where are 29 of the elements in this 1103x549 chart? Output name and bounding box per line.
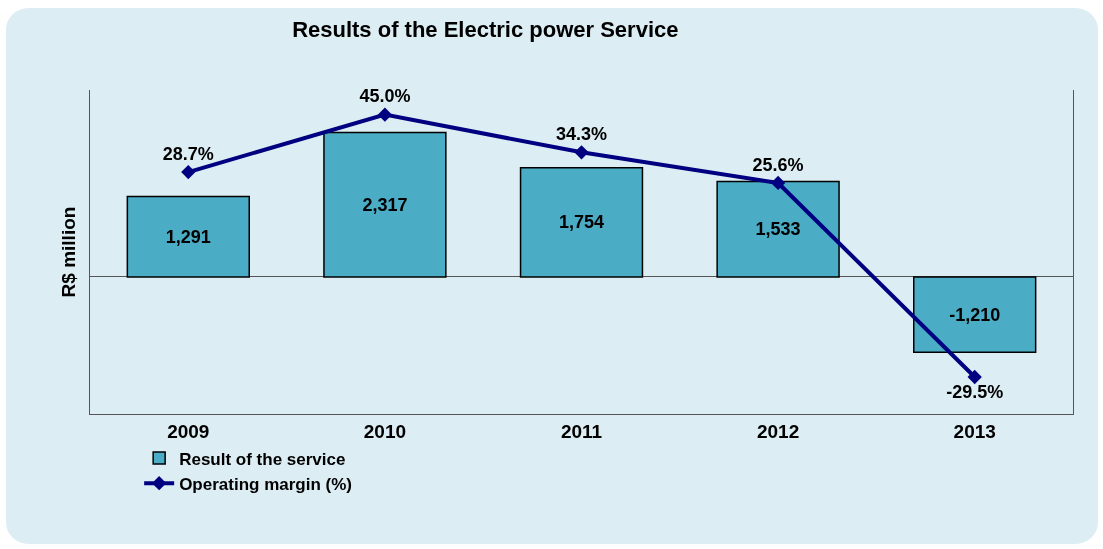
x-tick-label: 2010 xyxy=(363,420,407,442)
point xyxy=(967,369,982,385)
point xyxy=(770,175,786,191)
point xyxy=(377,107,393,122)
bar xyxy=(913,276,1037,354)
data-label: 34.3% xyxy=(555,123,608,144)
data-label: 1,754 xyxy=(558,212,605,233)
y-axis-title: R$ million xyxy=(57,206,79,298)
x-tick-label: 2012 xyxy=(756,420,800,442)
chart-title: Results of the Electric power Service xyxy=(292,17,679,43)
data-label: 1,291 xyxy=(165,226,211,247)
data-label: 1,533 xyxy=(755,219,801,240)
bar xyxy=(126,195,250,278)
point xyxy=(574,145,589,160)
data-label: 25.6% xyxy=(752,154,804,175)
data-label: -1,210 xyxy=(949,304,1001,325)
data-label: 2,317 xyxy=(362,194,408,215)
data-label: 45.0% xyxy=(359,86,411,107)
x-tick-label: 2013 xyxy=(953,420,996,442)
bar xyxy=(519,166,644,278)
data-label: -29.5% xyxy=(946,382,1004,403)
data-label: 28.7% xyxy=(162,143,214,164)
point xyxy=(181,164,196,180)
x-tick-label: 2011 xyxy=(560,420,603,442)
legend-label: Operating margin (%) xyxy=(179,474,353,494)
bar xyxy=(323,131,447,278)
bar xyxy=(716,180,840,278)
legend-label: Result of the service xyxy=(179,449,346,469)
x-tick-label: 2009 xyxy=(167,420,210,442)
